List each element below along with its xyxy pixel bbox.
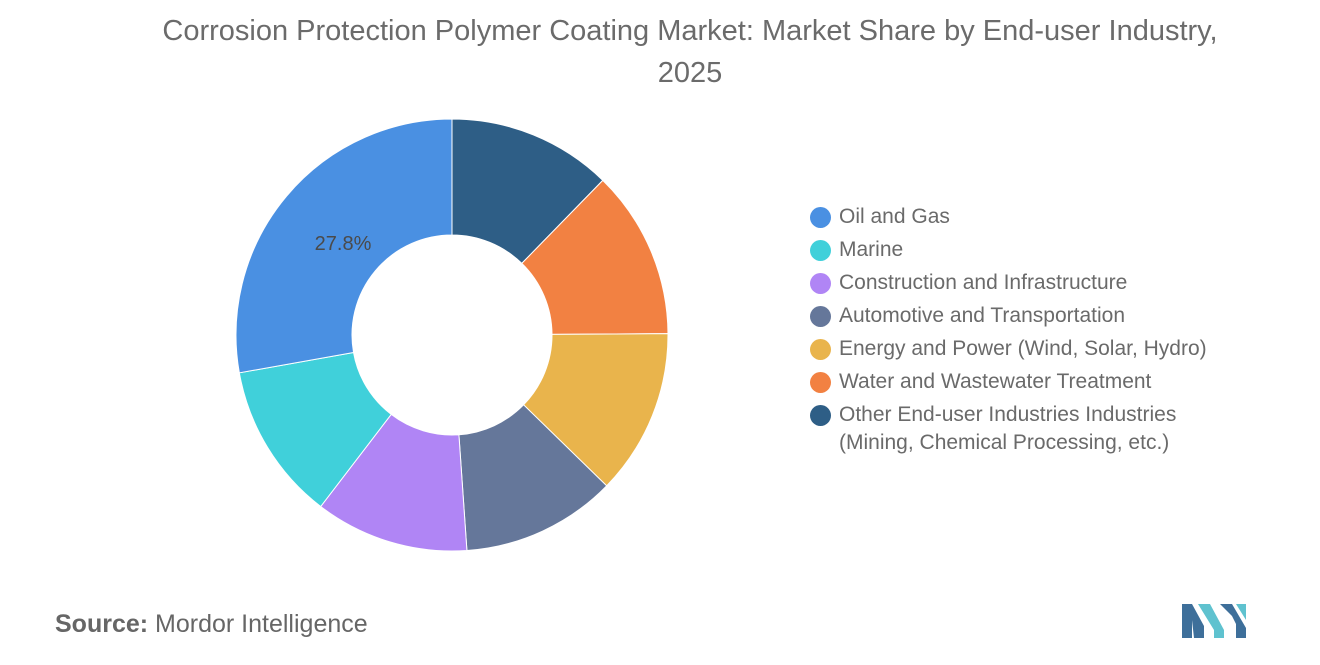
legend-swatch	[810, 240, 831, 261]
legend-label: Water and Wastewater Treatment	[839, 370, 1152, 393]
legend-swatch	[810, 372, 831, 393]
legend-label: Construction and Infrastructure	[839, 271, 1128, 294]
legend-label: Marine	[839, 238, 904, 261]
legend-item-marine: Marine	[810, 236, 1290, 264]
legend-item-energy: Energy and Power (Wind, Solar, Hydro)	[810, 335, 1290, 363]
legend-label: Automotive and Transportation	[839, 304, 1126, 327]
source-note: Source: Mordor Intelligence	[55, 610, 368, 639]
mordor-intelligence-logo-icon	[1182, 604, 1246, 638]
legend-label: Other End-user Industries Industries (Mi…	[839, 403, 1177, 454]
logo-shape-right-bar	[1236, 604, 1246, 620]
legend-swatch	[810, 207, 831, 228]
legend-item-water: Water and Wastewater Treatment	[810, 368, 1290, 396]
legend-swatch	[810, 405, 831, 426]
data-label-oil-and-gas: 27.8%	[315, 233, 372, 255]
legend-swatch	[810, 306, 831, 327]
logo-shape-right	[1220, 604, 1246, 638]
source-prefix: Source:	[55, 610, 149, 638]
legend-swatch	[810, 339, 831, 360]
logo-shape-left	[1182, 604, 1204, 638]
source-text: Mordor Intelligence	[155, 610, 368, 638]
chart-title: Corrosion Protection Polymer Coating Mar…	[162, 15, 1218, 89]
legend-label: Energy and Power (Wind, Solar, Hydro)	[839, 337, 1207, 360]
logo-shape-middle	[1198, 604, 1224, 638]
legend: Oil and Gas Marine Construction and Infr…	[810, 203, 1290, 462]
legend-label: Oil and Gas	[839, 205, 950, 228]
legend-item-other: Other End-user Industries Industries (Mi…	[810, 401, 1290, 457]
donut-slice-marine	[238, 351, 392, 508]
donut-slice-oil-and-gas	[235, 118, 453, 374]
legend-swatch	[810, 273, 831, 294]
legend-item-automotive: Automotive and Transportation	[810, 302, 1290, 330]
legend-item-oil-and-gas: Oil and Gas	[810, 203, 1290, 231]
legend-item-construction: Construction and Infrastructure	[810, 269, 1290, 297]
